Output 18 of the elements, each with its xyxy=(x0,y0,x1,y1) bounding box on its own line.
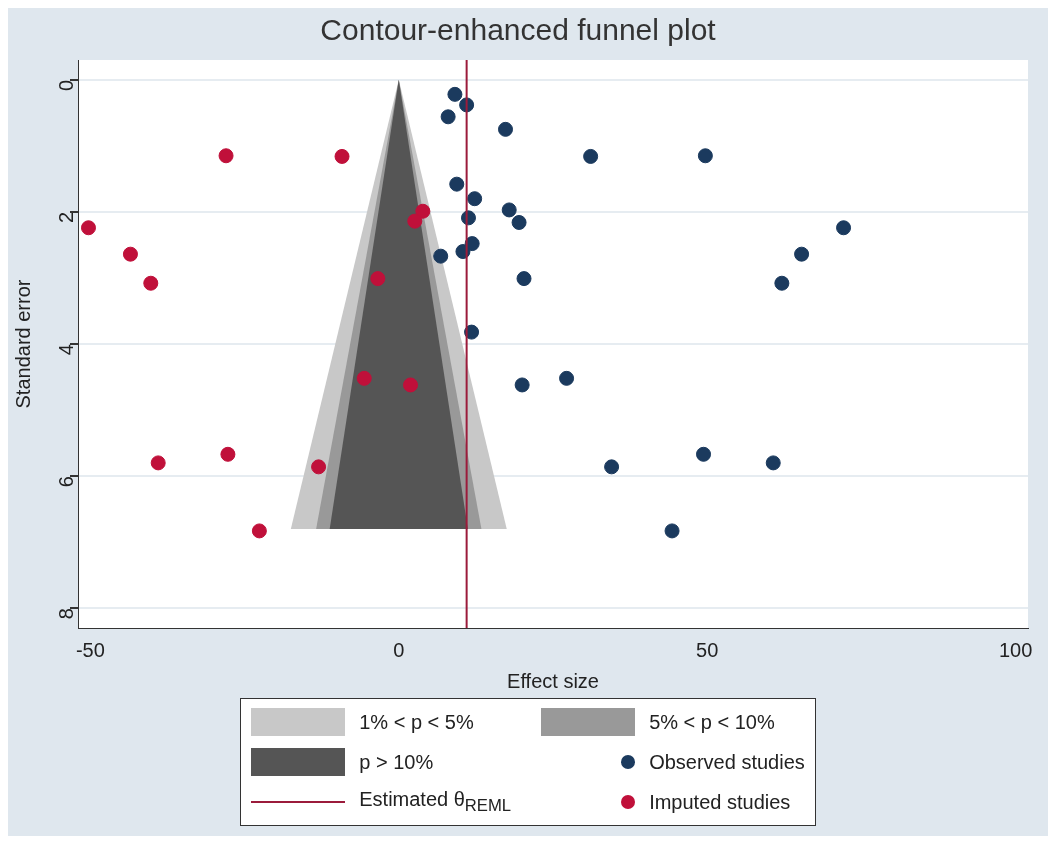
x-tick-label: 100 xyxy=(998,638,1033,661)
legend-label: 5% < p < 10% xyxy=(649,710,775,734)
legend-label: Imputed studies xyxy=(649,790,791,814)
x-tick-label: 0 xyxy=(393,638,405,661)
x-tick-label: -50 xyxy=(75,638,105,661)
y-tick-label: 2 xyxy=(54,211,77,224)
x-tick-label: 50 xyxy=(696,638,719,661)
y-tick-label: 0 xyxy=(54,79,77,91)
x-axis-title: Effect size xyxy=(507,669,599,692)
y-tick-label: 6 xyxy=(54,476,77,488)
y-tick-label: 8 xyxy=(54,608,77,620)
legend-label: Observed studies xyxy=(649,750,805,774)
y-tick-label: 4 xyxy=(54,344,77,356)
legend-label: p > 10% xyxy=(359,750,434,774)
legend-label: Estimated θ$_{REML}$ xyxy=(359,788,512,816)
y-axis-title: Standard error xyxy=(11,279,34,409)
chart-title: Contour-enhanced funnel plot xyxy=(320,13,717,47)
legend-label: 1% < p < 5% xyxy=(359,710,474,734)
